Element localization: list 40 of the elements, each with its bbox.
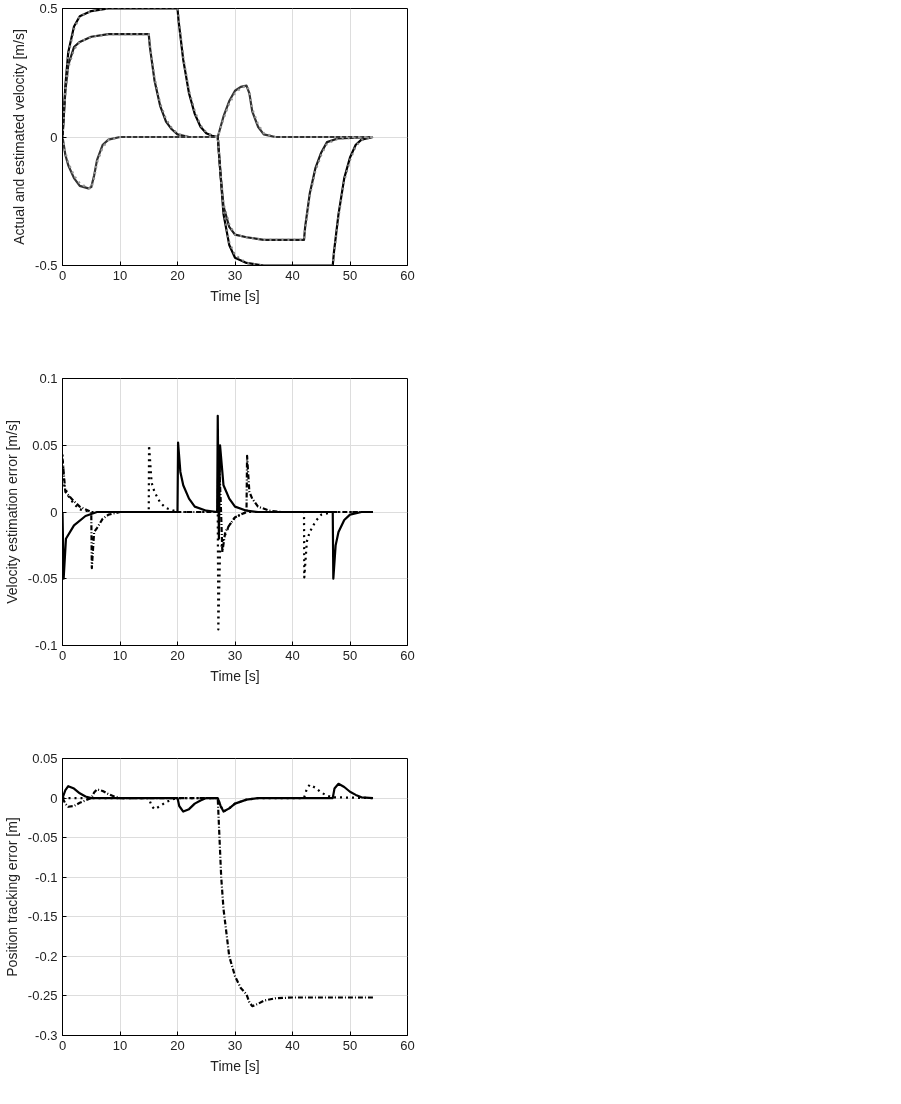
y-tick-label: 0.05	[32, 437, 58, 453]
x-tick-label: 60	[400, 647, 415, 663]
y-tick-label: 0	[50, 504, 58, 520]
y-tick-label: 0.5	[39, 1, 58, 16]
x-tick-label: 10	[112, 267, 128, 283]
x-tick-label: 10	[112, 647, 128, 663]
y-tick-label: 0.05	[32, 751, 58, 766]
y-axis-title: Position tracking error [m]	[3, 817, 20, 977]
y-tick-label: 0	[50, 129, 58, 145]
y-tick-label: -0.2	[35, 948, 58, 964]
x-tick-label: 60	[400, 1037, 415, 1053]
x-tick-label: 20	[170, 267, 185, 283]
x-tick-label: 40	[285, 647, 300, 663]
x-tick-label: 50	[342, 267, 358, 283]
x-tick-label: 20	[170, 647, 185, 663]
y-axis-title: Velocity estimation error [m/s]	[3, 420, 20, 604]
x-tick-label: 40	[285, 1037, 300, 1053]
y-tick-label: -0.05	[27, 571, 58, 587]
x-axis-title: Time [s]	[210, 1057, 260, 1074]
x-tick-label: 10	[112, 1037, 128, 1053]
x-axis-title: Time [s]	[210, 667, 260, 684]
y-tick-label: -0.05	[27, 830, 58, 846]
x-axis-title: Time [s]	[210, 287, 260, 304]
y-tick-label: -0.5	[35, 258, 58, 273]
x-tick-label: 20	[170, 1037, 185, 1053]
y-tick-label: -0.1	[35, 638, 58, 653]
y-tick-label: -0.3	[35, 1028, 58, 1043]
x-tick-label: 50	[342, 647, 358, 663]
y-tick-label: -0.25	[27, 988, 58, 1004]
y-tick-label: -0.15	[27, 909, 58, 925]
x-tick-label: 30	[227, 1037, 243, 1053]
y-tick-label: 0.1	[39, 371, 58, 386]
x-tick-label: 30	[227, 647, 243, 663]
x-tick-label: 50	[342, 1037, 358, 1053]
x-tick-label: 40	[285, 267, 300, 283]
y-axis-title: Actual and estimated velocity [m/s]	[11, 29, 28, 245]
x-tick-label: 60	[400, 267, 415, 283]
y-tick-label: -0.1	[35, 869, 58, 885]
y-tick-label: 0	[50, 790, 58, 806]
x-tick-label: 30	[227, 267, 243, 283]
